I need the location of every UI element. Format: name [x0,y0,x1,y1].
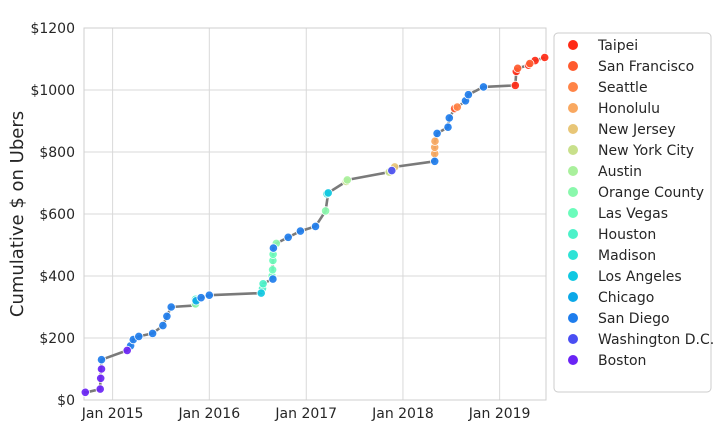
legend-label-houston: Houston [598,227,656,243]
y-tick-label: $1000 [30,83,75,99]
legend-label-seattle: Seattle [598,80,648,96]
point-seattle [452,102,462,112]
legend-box [553,32,712,393]
point-boston [95,384,105,394]
legend-marker-las-vegas [568,208,578,218]
legend-marker-seattle [568,82,578,92]
legend-label-honolulu: Honolulu [598,101,660,117]
point-las-vegas [267,265,278,275]
point-san-diego [148,328,158,338]
point-boston [122,345,132,355]
legend-marker-boston [568,355,578,365]
x-tick-label: Jan 2016 [177,406,240,422]
point-san-diego [204,290,214,300]
x-axis-ticks: Jan 2015 Jan 2016 Jan 2017 Jan 2018 Jan 2019 [81,406,531,422]
legend-marker-austin [568,166,578,176]
point-san-diego [166,302,176,312]
point-orange-county [320,206,331,216]
point-san-diego [443,122,453,132]
point-honolulu [430,136,440,146]
legend-marker-san-diego [568,313,578,323]
legend-label-san-francisco: San Francisco [598,59,694,75]
point-los-angeles [256,288,266,298]
y-tick-label: $200 [39,331,75,347]
y-tick-label: $800 [39,145,75,161]
plot-border [83,27,547,401]
legend-label-madison: Madison [598,248,656,264]
y-tick-label: $0 [57,393,75,409]
point-san-diego [162,311,172,321]
point-los-angeles [323,188,333,198]
x-tick-label: Jan 2017 [274,406,337,422]
data-points [80,52,550,397]
legend-label-boston: Boston [598,353,646,369]
legend-label-los-angeles: Los Angeles [598,269,682,285]
x-tick-label: Jan 2019 [468,406,531,422]
y-tick-label: $400 [39,269,75,285]
legend-label-san-diego: San Diego [598,311,670,327]
legend-label-chicago: Chicago [598,290,654,306]
y-axis-ticks: $0 $200 $400 $600 $800 $1000 $1200 [30,21,75,409]
legend-marker-los-angeles [568,271,578,281]
legend: Taipei San Francisco Seattle Honolulu New Je… [553,32,714,393]
point-austin [342,175,352,185]
point-san-diego [283,232,293,242]
y-tick-label: $1200 [30,21,75,37]
point-houston [258,279,268,289]
plot-frame [83,27,547,401]
point-san-diego [96,355,107,365]
legend-label-new-york-city: New York City [598,143,694,159]
point-taipei [540,52,550,63]
y-tick-label: $600 [39,207,75,223]
legend-label-new-jersey: New Jersey [598,122,676,138]
legend-marker-madison [568,250,578,260]
point-san-francisco [513,63,523,73]
point-boston [80,387,90,397]
point-san-diego [478,82,489,92]
legend-label-orange-county: Orange County [598,185,704,201]
point-san-diego [430,156,440,166]
point-san-diego [268,274,278,284]
point-washington-d-c [387,166,397,176]
point-san-diego [196,293,206,303]
legend-marker-chicago [568,292,578,302]
legend-marker-honolulu [568,103,578,113]
point-boston [96,364,107,374]
point-san-diego [268,243,278,253]
point-boston [96,373,106,383]
legend-marker-new-york-city [568,145,578,155]
legend-marker-san-francisco [568,61,578,71]
point-san-diego [432,128,442,138]
legend-marker-new-jersey [568,124,578,134]
gridlines [84,27,546,401]
legend-marker-orange-county [568,187,578,197]
point-san-diego [444,113,454,123]
point-san-francisco [525,58,535,69]
point-san-diego [310,221,321,231]
legend-marker-taipei [568,40,578,50]
legend-label-taipei: Taipei [597,38,638,54]
point-san-diego [134,331,144,341]
legend-marker-washington-d-c [568,334,578,344]
point-san-diego [463,90,473,100]
legend-marker-houston [568,229,578,239]
point-san-diego [295,226,305,236]
y-axis-title: Cumulative $ on Ubers [7,111,28,317]
point-san-diego [158,320,168,331]
legend-label-washington-d-c: Washington D.C. [598,332,714,348]
legend-label-las-vegas: Las Vegas [598,206,668,222]
x-tick-label: Jan 2015 [81,406,144,422]
point-taipei [510,80,520,91]
legend-label-austin: Austin [598,164,642,180]
x-tick-label: Jan 2018 [371,406,434,422]
